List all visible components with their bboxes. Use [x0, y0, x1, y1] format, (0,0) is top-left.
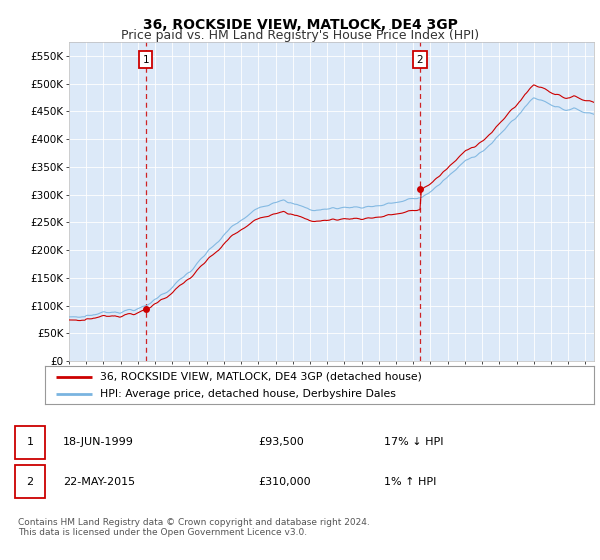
Text: 1% ↑ HPI: 1% ↑ HPI	[384, 477, 436, 487]
Text: 2: 2	[416, 54, 423, 64]
Text: 17% ↓ HPI: 17% ↓ HPI	[384, 437, 443, 447]
Text: 36, ROCKSIDE VIEW, MATLOCK, DE4 3GP: 36, ROCKSIDE VIEW, MATLOCK, DE4 3GP	[143, 18, 457, 32]
Text: 2: 2	[26, 477, 34, 487]
Text: Price paid vs. HM Land Registry's House Price Index (HPI): Price paid vs. HM Land Registry's House …	[121, 29, 479, 42]
Text: HPI: Average price, detached house, Derbyshire Dales: HPI: Average price, detached house, Derb…	[100, 389, 396, 399]
Text: 1: 1	[142, 54, 149, 64]
Text: £93,500: £93,500	[258, 437, 304, 447]
Text: 1: 1	[26, 437, 34, 447]
Text: Contains HM Land Registry data © Crown copyright and database right 2024.
This d: Contains HM Land Registry data © Crown c…	[18, 518, 370, 538]
Text: 18-JUN-1999: 18-JUN-1999	[63, 437, 134, 447]
Text: 22-MAY-2015: 22-MAY-2015	[63, 477, 135, 487]
Text: 36, ROCKSIDE VIEW, MATLOCK, DE4 3GP (detached house): 36, ROCKSIDE VIEW, MATLOCK, DE4 3GP (det…	[100, 371, 422, 381]
Text: £310,000: £310,000	[258, 477, 311, 487]
